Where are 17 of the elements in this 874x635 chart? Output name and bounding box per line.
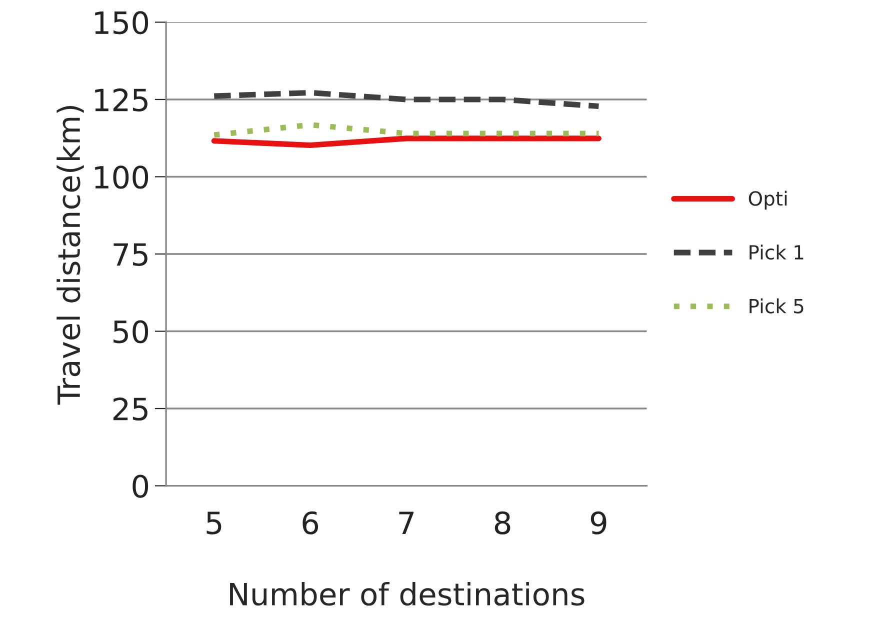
legend-label: Pick 1 [750,244,804,260]
y-tick-label: 100 [95,166,148,189]
x-tick-label: 6 [302,511,318,534]
y-tick-label: 25 [113,397,148,421]
x-axis-title: Number of destinations [230,582,584,606]
y-tick-label: 150 [95,11,148,34]
x-tick-label: 5 [206,512,222,534]
x-tick-label: 8 [494,511,510,534]
y-tick-label: 125 [95,88,148,112]
x-tick-label: 7 [399,512,414,534]
legend-label: Opti [748,190,787,210]
x-tick-label: 9 [590,511,606,534]
y-tick-label: 75 [114,243,148,266]
y-tick-label: 0 [132,474,148,498]
y-axis-title: Travel distance(km) [56,106,84,405]
legend-label: Pick 5 [750,298,804,314]
y-tick-label: 50 [114,320,148,344]
